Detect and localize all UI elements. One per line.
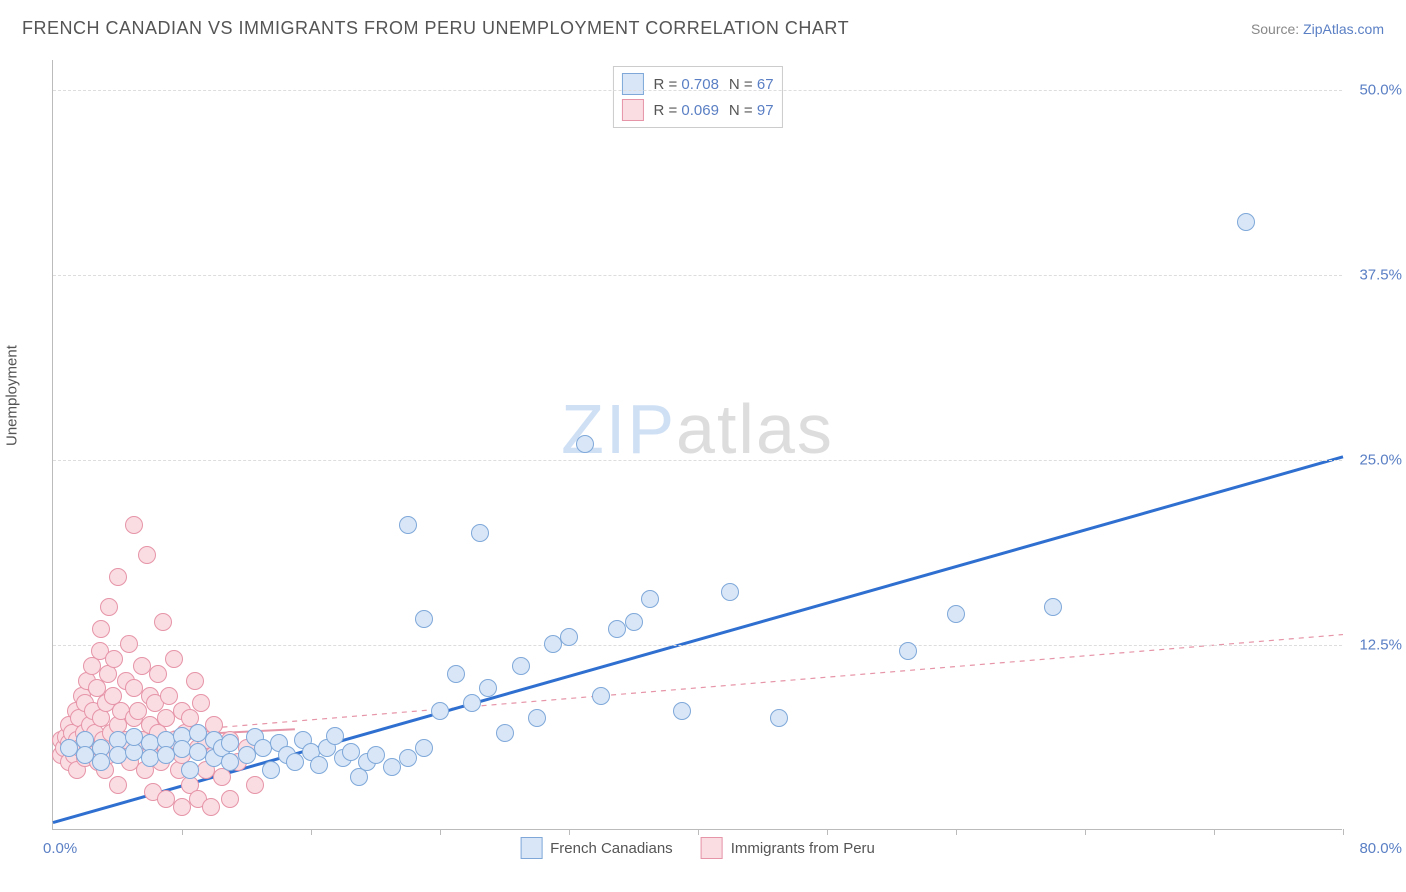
scatter-point <box>512 657 530 675</box>
scatter-point <box>673 702 691 720</box>
scatter-point <box>1237 213 1255 231</box>
scatter-point <box>181 761 199 779</box>
series-legend: French Canadians Immigrants from Peru <box>520 837 875 859</box>
scatter-point <box>342 743 360 761</box>
y-axis-label: Unemployment <box>4 345 21 446</box>
trend-lines-layer <box>53 60 1342 829</box>
scatter-point <box>431 702 449 720</box>
scatter-point <box>154 613 172 631</box>
scatter-point <box>592 687 610 705</box>
y-tick-label: 50.0% <box>1359 81 1402 98</box>
scatter-point <box>165 650 183 668</box>
scatter-point <box>1044 598 1062 616</box>
scatter-point <box>326 727 344 745</box>
scatter-point <box>160 687 178 705</box>
scatter-point <box>310 756 328 774</box>
scatter-point <box>625 613 643 631</box>
scatter-point <box>138 546 156 564</box>
scatter-point <box>192 694 210 712</box>
scatter-point <box>221 734 239 752</box>
scatter-point <box>471 524 489 542</box>
scatter-point <box>221 790 239 808</box>
scatter-point <box>109 776 127 794</box>
x-tick-mark <box>182 829 183 835</box>
scatter-point <box>576 435 594 453</box>
source-attribution: Source: ZipAtlas.com <box>1251 21 1384 37</box>
legend-row-series-1: R = 0.708 N = 67 <box>621 71 773 97</box>
scatter-point <box>770 709 788 727</box>
scatter-point <box>721 583 739 601</box>
scatter-point <box>149 665 167 683</box>
scatter-point <box>641 590 659 608</box>
gridline-horizontal <box>53 645 1342 646</box>
scatter-point <box>92 620 110 638</box>
scatter-point <box>399 516 417 534</box>
gridline-horizontal <box>53 90 1342 91</box>
watermark: ZIPatlas <box>561 389 834 469</box>
x-axis-max-label: 80.0% <box>1359 840 1402 857</box>
scatter-point <box>463 694 481 712</box>
scatter-point <box>383 758 401 776</box>
scatter-point <box>262 761 280 779</box>
scatter-point <box>367 746 385 764</box>
x-axis-min-label: 0.0% <box>43 840 77 857</box>
scatter-point <box>899 642 917 660</box>
x-tick-mark <box>1343 829 1344 835</box>
swatch-series-1 <box>520 837 542 859</box>
scatter-point <box>100 598 118 616</box>
chart-title: FRENCH CANADIAN VS IMMIGRANTS FROM PERU … <box>22 18 849 39</box>
legend-item-series-1: French Canadians <box>520 837 673 859</box>
scatter-point <box>560 628 578 646</box>
scatter-point <box>141 749 159 767</box>
scatter-point <box>109 568 127 586</box>
scatter-point <box>125 516 143 534</box>
x-tick-mark <box>956 829 957 835</box>
x-tick-mark <box>1085 829 1086 835</box>
scatter-point <box>479 679 497 697</box>
scatter-point <box>286 753 304 771</box>
source-link[interactable]: ZipAtlas.com <box>1303 21 1384 37</box>
gridline-horizontal <box>53 460 1342 461</box>
x-tick-mark <box>827 829 828 835</box>
y-tick-label: 12.5% <box>1359 636 1402 653</box>
scatter-point <box>415 739 433 757</box>
scatter-point <box>947 605 965 623</box>
gridline-horizontal <box>53 275 1342 276</box>
scatter-point <box>415 610 433 628</box>
legend-row-series-2: R = 0.069 N = 97 <box>621 97 773 123</box>
scatter-point <box>109 746 127 764</box>
y-tick-label: 37.5% <box>1359 266 1402 283</box>
x-tick-mark <box>311 829 312 835</box>
correlation-legend: R = 0.708 N = 67 R = 0.069 N = 97 <box>612 66 782 128</box>
trend-line <box>53 635 1343 742</box>
scatter-point <box>120 635 138 653</box>
scatter-point <box>173 740 191 758</box>
x-tick-mark <box>698 829 699 835</box>
scatter-point <box>105 650 123 668</box>
x-tick-mark <box>440 829 441 835</box>
scatter-point <box>496 724 514 742</box>
legend-item-series-2: Immigrants from Peru <box>701 837 875 859</box>
x-tick-mark <box>569 829 570 835</box>
scatter-point <box>447 665 465 683</box>
scatter-point <box>202 798 220 816</box>
swatch-series-2 <box>701 837 723 859</box>
swatch-series-1 <box>621 73 643 95</box>
swatch-series-2 <box>621 99 643 121</box>
scatter-point <box>246 776 264 794</box>
scatter-point <box>528 709 546 727</box>
scatter-point <box>186 672 204 690</box>
scatter-plot-area: ZIPatlas R = 0.708 N = 67 R = 0.069 N = … <box>52 60 1342 830</box>
trend-line <box>53 457 1343 823</box>
scatter-point <box>399 749 417 767</box>
y-tick-label: 25.0% <box>1359 451 1402 468</box>
x-tick-mark <box>1214 829 1215 835</box>
